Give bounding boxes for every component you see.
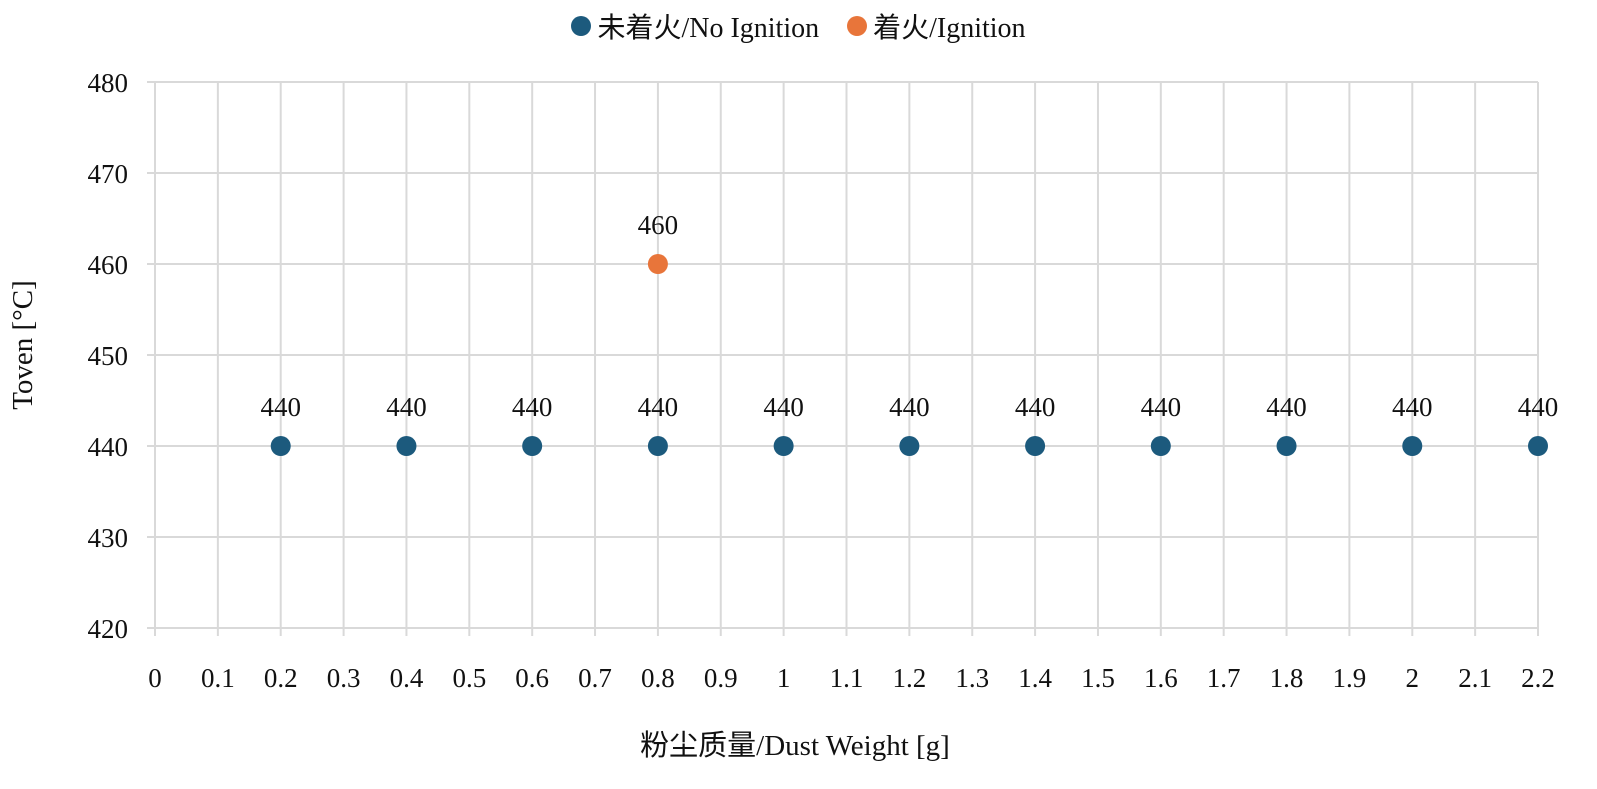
x-tick-label: 1.9 bbox=[1333, 663, 1367, 693]
y-tick-label: 460 bbox=[88, 250, 129, 280]
data-label: 440 bbox=[386, 392, 427, 422]
x-tick-label: 0.8 bbox=[641, 663, 675, 693]
data-label: 440 bbox=[763, 392, 804, 422]
data-label: 440 bbox=[1015, 392, 1056, 422]
data-label: 440 bbox=[638, 392, 679, 422]
x-tick-label: 1.7 bbox=[1207, 663, 1241, 693]
x-tick-label: 0.5 bbox=[452, 663, 486, 693]
x-tick-label: 2.2 bbox=[1521, 663, 1555, 693]
x-tick-label: 0.6 bbox=[515, 663, 549, 693]
x-tick-label: 0.1 bbox=[201, 663, 235, 693]
y-tick-label: 430 bbox=[88, 523, 129, 553]
x-tick-label: 0.4 bbox=[390, 663, 424, 693]
data-label: 440 bbox=[1518, 392, 1559, 422]
data-labels-layer: 440 440 440 440 440 440 440 440 440 440 440 460 bbox=[260, 210, 1558, 422]
y-tick-label: 450 bbox=[88, 341, 129, 371]
x-tick-label: 2.1 bbox=[1458, 663, 1492, 693]
data-label: 440 bbox=[1392, 392, 1433, 422]
data-point-no-ignition bbox=[1528, 436, 1548, 456]
grid-layer bbox=[147, 81, 1539, 636]
x-axis-title: 粉尘质量/Dust Weight [g] bbox=[640, 729, 950, 762]
y-tick-label: 420 bbox=[88, 614, 129, 644]
x-tick-label: 2 bbox=[1406, 663, 1420, 693]
data-point-no-ignition bbox=[899, 436, 920, 456]
data-point-no-ignition bbox=[1402, 436, 1423, 456]
x-tick-label: 0.7 bbox=[578, 663, 612, 693]
x-tick-label: 1 bbox=[777, 663, 791, 693]
x-tick-label: 0 bbox=[148, 663, 162, 693]
data-label: 460 bbox=[638, 210, 679, 240]
y-axis-title: Toven [°C] bbox=[7, 280, 39, 410]
x-tick-label: 1.1 bbox=[830, 663, 864, 693]
points-layer bbox=[270, 254, 1548, 456]
data-point-no-ignition bbox=[396, 436, 417, 456]
data-point-no-ignition bbox=[1150, 436, 1171, 456]
y-tick-label: 480 bbox=[88, 68, 129, 98]
data-point-no-ignition bbox=[522, 436, 543, 456]
x-tick-label: 0.9 bbox=[704, 663, 738, 693]
axis-layer: 0 0.1 0.2 0.3 0.4 0.5 0.6 0.7 0.8 0.9 1 1.1 1.2 1.3 1.… bbox=[88, 68, 1555, 693]
x-tick-label: 0.3 bbox=[327, 663, 361, 693]
x-tick-label: 1.8 bbox=[1270, 663, 1304, 693]
x-tick-label: 1.6 bbox=[1144, 663, 1178, 693]
data-point-ignition bbox=[647, 254, 668, 274]
data-label: 440 bbox=[1141, 392, 1182, 422]
y-tick-label: 470 bbox=[88, 159, 129, 189]
data-label: 440 bbox=[512, 392, 553, 422]
data-label: 440 bbox=[1266, 392, 1307, 422]
x-tick-label: 1.5 bbox=[1081, 663, 1115, 693]
data-point-no-ignition bbox=[647, 436, 668, 456]
x-tick-label: 0.2 bbox=[264, 663, 298, 693]
data-point-no-ignition bbox=[773, 436, 794, 456]
x-tick-label: 1.2 bbox=[892, 663, 926, 693]
x-tick-label: 1.4 bbox=[1018, 663, 1052, 693]
data-label: 440 bbox=[889, 392, 930, 422]
data-point-no-ignition bbox=[1276, 436, 1297, 456]
data-point-no-ignition bbox=[270, 436, 291, 456]
data-label: 440 bbox=[260, 392, 301, 422]
data-point-no-ignition bbox=[1025, 436, 1046, 456]
y-tick-label: 440 bbox=[88, 432, 129, 462]
x-tick-label: 1.3 bbox=[955, 663, 989, 693]
